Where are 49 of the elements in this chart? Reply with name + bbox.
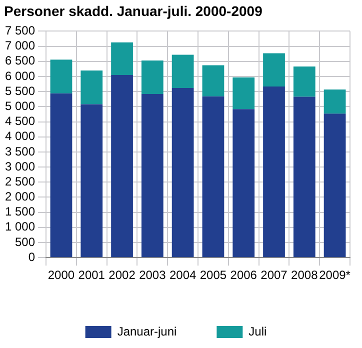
bar (202, 65, 224, 96)
x-tick-label: 2004 (169, 268, 196, 282)
bar (324, 89, 346, 114)
bar (80, 70, 103, 104)
bar (324, 114, 346, 258)
y-tick-label: 4 000 (5, 129, 36, 144)
x-tick-label: 2000 (48, 268, 75, 282)
bar (141, 94, 164, 258)
x-tick-label: 2008 (291, 268, 318, 282)
y-tick-label: 7 500 (5, 24, 36, 38)
y-tick-label: 5 500 (5, 84, 36, 98)
y-tick-label: 6 500 (5, 54, 36, 68)
y-tick-label: 2 000 (5, 190, 36, 204)
y-tick-label: 4 500 (5, 114, 36, 128)
legend-label: Januar-juni (117, 324, 177, 338)
y-tick-label: 7 000 (5, 38, 36, 53)
bar (263, 53, 285, 86)
y-tick-label: 500 (15, 234, 36, 249)
bar (232, 77, 255, 110)
bar (293, 96, 316, 258)
y-tick-label: 3 000 (5, 159, 36, 174)
x-tick-label: 2006 (230, 268, 258, 282)
bar (50, 93, 72, 258)
x-tick-label: 2005 (200, 268, 227, 282)
bar (141, 60, 164, 94)
chart-title: Personer skadd. Januar-juli. 2000-2009 (3, 2, 264, 21)
y-tick-label: 6 000 (5, 68, 36, 83)
x-tick-label: 2002 (108, 268, 136, 282)
bar (111, 74, 133, 258)
y-tick-label: 1 500 (5, 204, 36, 219)
y-tick-label: 1 000 (5, 220, 36, 234)
bar (172, 54, 194, 88)
x-tick-label: 2001 (78, 268, 106, 282)
x-tick-label: 2009* (319, 268, 351, 282)
legend-label: Juli (248, 324, 267, 338)
bar (111, 42, 133, 75)
y-tick-label: 3 500 (5, 144, 36, 158)
bar (232, 109, 255, 258)
y-tick-label: 0 (28, 250, 36, 264)
bar (293, 66, 316, 97)
x-tick-label: 2007 (260, 268, 288, 282)
bar (80, 104, 103, 258)
x-tick-label: 2003 (139, 268, 166, 282)
y-tick-label: 2 500 (5, 174, 36, 188)
bar (50, 60, 72, 94)
bar (202, 96, 224, 258)
bar (263, 86, 285, 258)
bar (172, 88, 194, 258)
y-tick-label: 5 000 (5, 98, 36, 113)
